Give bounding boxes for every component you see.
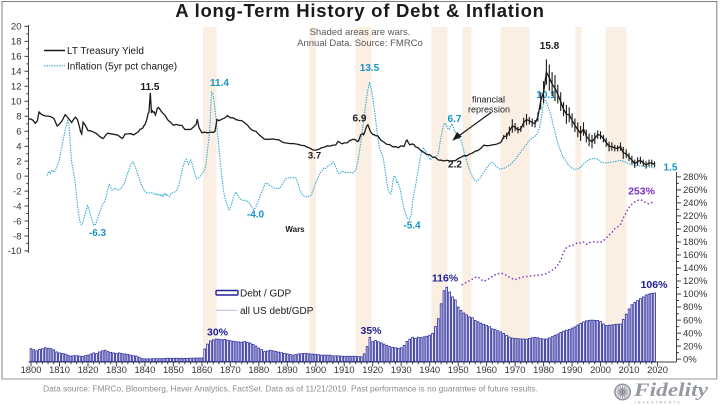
svg-text:1900: 1900 [305,364,326,375]
svg-text:260%: 260% [683,185,708,196]
svg-text:220%: 220% [683,211,708,222]
svg-text:1810: 1810 [49,364,70,375]
svg-text:1920: 1920 [362,364,383,375]
svg-text:LT Treasury Yield: LT Treasury Yield [67,46,144,57]
svg-text:15.8: 15.8 [540,41,560,52]
svg-text:Inflation (5yr pct change): Inflation (5yr pct change) [67,61,177,72]
svg-text:253%: 253% [628,186,656,198]
svg-text:2000: 2000 [590,364,611,375]
svg-text:40%: 40% [683,328,703,339]
svg-text:16: 16 [11,52,22,63]
svg-text:200%: 200% [683,224,708,235]
svg-text:Wars: Wars [285,225,305,234]
svg-text:106%: 106% [641,279,669,291]
svg-text:20%: 20% [683,341,703,352]
svg-text:140%: 140% [683,263,708,274]
svg-text:-6: -6 [13,216,21,227]
svg-text:240%: 240% [683,198,708,209]
svg-text:160%: 160% [683,250,708,261]
svg-text:10: 10 [11,97,22,108]
svg-text:Annual Data. Source: FMRCo: Annual Data. Source: FMRCo [297,38,423,49]
svg-text:1850: 1850 [163,364,184,375]
svg-text:-2: -2 [13,186,21,197]
svg-text:-5.4: -5.4 [403,221,421,232]
svg-text:-8: -8 [13,231,21,242]
svg-text:financial: financial [472,94,505,104]
svg-text:1.5: 1.5 [664,162,678,173]
svg-text:6: 6 [16,127,21,138]
svg-text:10.1: 10.1 [536,90,556,101]
svg-text:120%: 120% [683,276,708,287]
svg-text:2010: 2010 [619,364,640,375]
svg-text:1830: 1830 [106,364,127,375]
svg-text:1860: 1860 [191,364,212,375]
svg-text:-4: -4 [13,201,21,212]
svg-text:100%: 100% [683,289,708,300]
svg-text:2.2: 2.2 [448,159,462,170]
svg-text:30%: 30% [207,327,229,339]
svg-text:6.7: 6.7 [448,114,462,125]
svg-text:13.5: 13.5 [360,63,380,74]
svg-text:1800: 1800 [21,364,42,375]
svg-text:1950: 1950 [448,364,469,375]
svg-text:Fidelity: Fidelity [633,380,709,401]
svg-text:14: 14 [11,67,22,78]
svg-text:0%: 0% [683,354,697,365]
svg-text:11.4: 11.4 [210,78,229,89]
svg-text:35%: 35% [360,325,382,337]
svg-text:-10: -10 [8,246,22,257]
svg-text:1980: 1980 [533,364,554,375]
svg-text:1960: 1960 [476,364,497,375]
svg-text:Data source: FMRCo, Bloomberg,: Data source: FMRCo, Bloomberg, Haver Ana… [43,384,538,394]
svg-text:1840: 1840 [134,364,155,375]
svg-text:repression: repression [468,104,510,114]
svg-text:-6.3: -6.3 [89,228,107,239]
svg-text:1930: 1930 [391,364,412,375]
svg-text:A long-Term History of Debt &: A long-Term History of Debt & Inflation [175,0,544,21]
svg-text:Shaded areas are wars.: Shaded areas are wars. [310,27,411,38]
svg-text:1970: 1970 [505,364,526,375]
svg-text:INVESTMENTS: INVESTMENTS [635,401,681,405]
svg-text:2020: 2020 [647,364,668,375]
svg-text:1820: 1820 [78,364,99,375]
svg-text:1890: 1890 [277,364,298,375]
svg-text:20: 20 [11,22,22,33]
svg-text:1870: 1870 [220,364,241,375]
svg-text:-4.0: -4.0 [247,210,265,221]
svg-text:180%: 180% [683,237,708,248]
svg-text:60%: 60% [683,315,703,326]
svg-text:0: 0 [16,171,21,182]
svg-text:4: 4 [16,142,21,153]
svg-text:11.5: 11.5 [141,82,160,93]
svg-text:280%: 280% [683,172,708,183]
svg-text:116%: 116% [432,273,459,285]
svg-text:1940: 1940 [419,364,440,375]
svg-text:12: 12 [11,82,22,93]
svg-text:1910: 1910 [334,364,355,375]
svg-text:2: 2 [16,156,21,167]
svg-text:Debt / GDP: Debt / GDP [240,288,291,299]
svg-text:80%: 80% [683,302,703,313]
svg-text:8: 8 [16,112,21,123]
svg-text:all US debt/GDP: all US debt/GDP [240,306,314,317]
svg-text:18: 18 [11,37,22,48]
svg-text:6.9: 6.9 [353,114,367,125]
svg-text:3.7: 3.7 [308,151,321,162]
svg-text:1880: 1880 [248,364,269,375]
svg-text:1990: 1990 [562,364,583,375]
